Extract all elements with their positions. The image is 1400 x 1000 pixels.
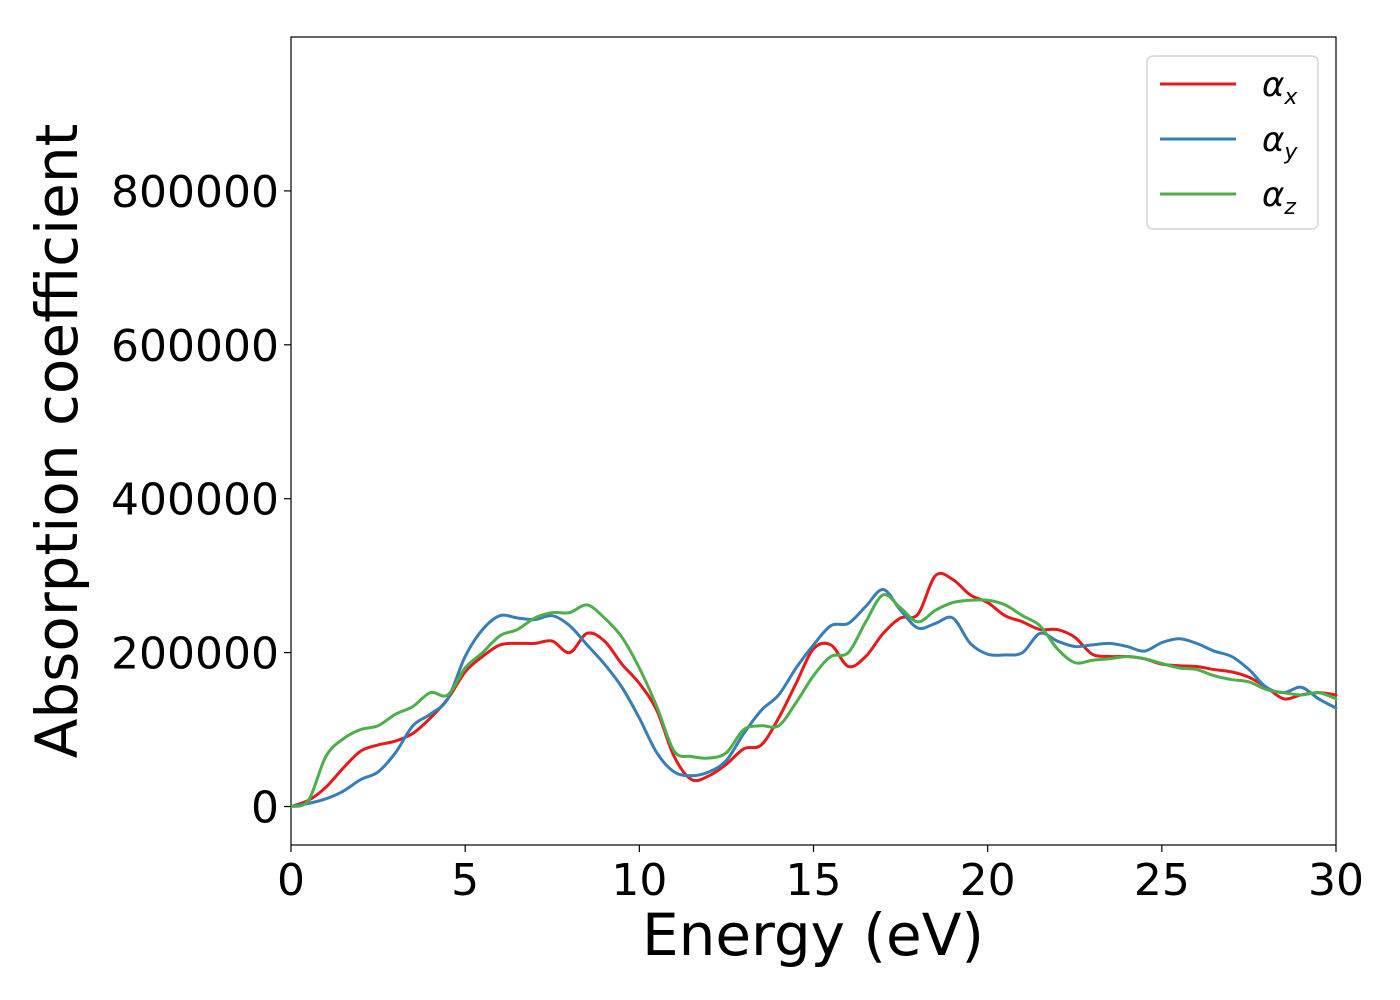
y-tick-label: 0 — [251, 783, 279, 834]
series-layer — [289, 571, 1338, 809]
legend-label-1: αx — [1262, 65, 1298, 110]
y-tick-label: 600000 — [111, 321, 279, 372]
y-tick-label: 200000 — [111, 629, 279, 680]
x-tick-label: 20 — [960, 855, 1016, 906]
legend-box — [1146, 55, 1319, 230]
y-tick-label: 400000 — [111, 475, 279, 526]
series-line-3 — [289, 593, 1338, 809]
legend-label-2: αy — [1262, 120, 1298, 165]
x-tick-label: 15 — [786, 855, 842, 906]
x-tick-label: 5 — [451, 855, 479, 906]
legend-label-3: αz — [1262, 175, 1296, 220]
x-tick-label: 30 — [1308, 855, 1364, 906]
series-line-2 — [289, 588, 1338, 809]
y-axis-label: Absorption coefficient — [23, 124, 91, 759]
y-axis-ticks: 0 200000 400000 600000 800000 — [111, 167, 291, 834]
x-axis-label: Energy (eV) — [642, 901, 984, 969]
x-tick-label: 25 — [1134, 855, 1190, 906]
x-tick-label: 0 — [277, 855, 305, 906]
y-tick-label: 800000 — [111, 167, 279, 218]
series-line-1 — [289, 571, 1338, 809]
legend: αx αy αz — [1146, 55, 1319, 230]
x-axis-ticks: 0 5 10 15 20 25 30 — [277, 845, 1364, 906]
x-tick-label: 10 — [611, 855, 667, 906]
